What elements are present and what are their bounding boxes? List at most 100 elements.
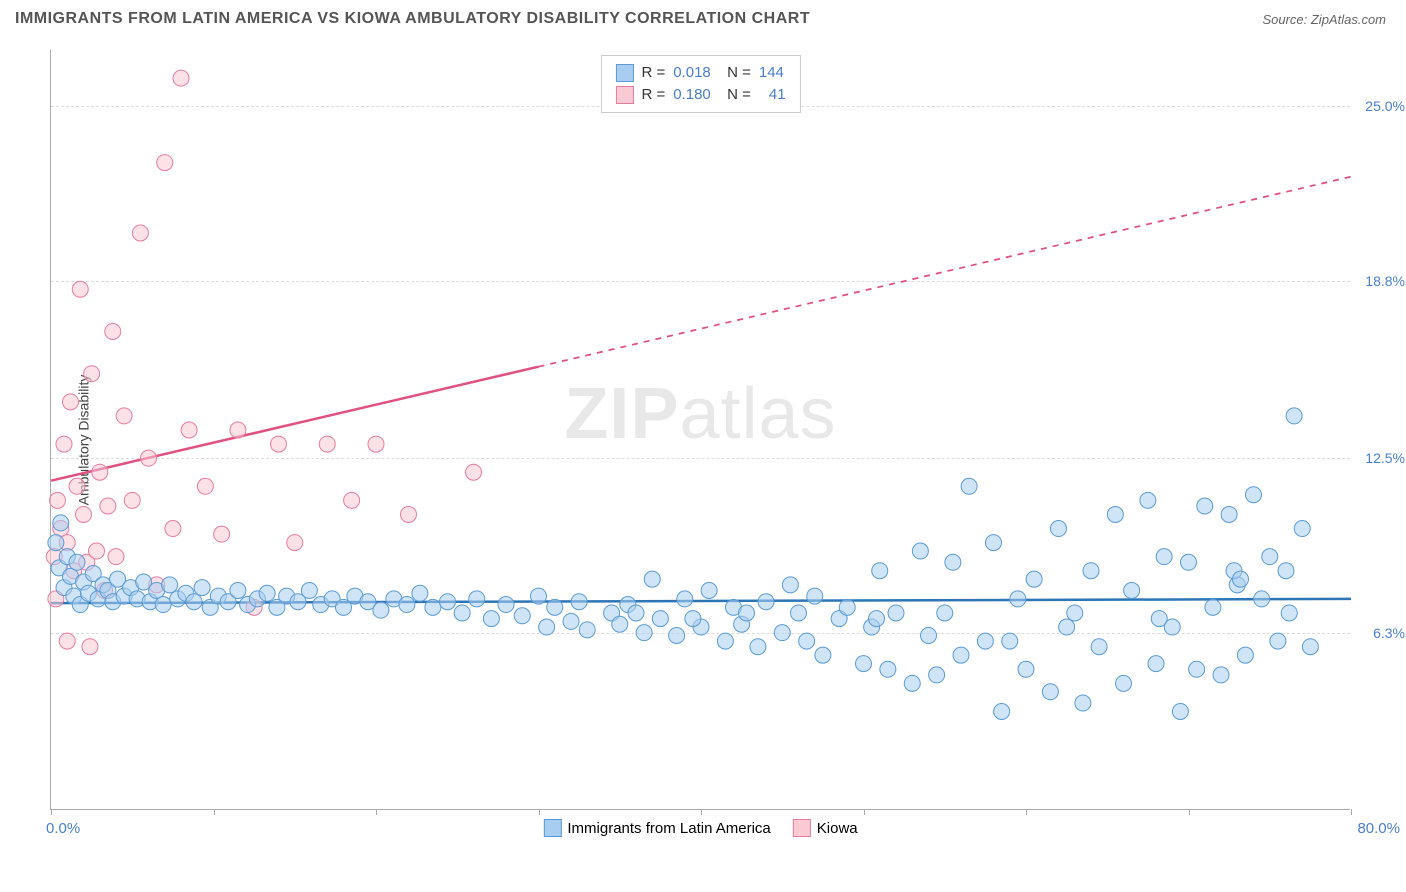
scatter-point (1233, 571, 1249, 587)
scatter-point (1156, 549, 1172, 565)
scatter-point (100, 498, 116, 514)
scatter-point (132, 225, 148, 241)
scatter-point (782, 577, 798, 593)
scatter-points-blue (48, 408, 1319, 720)
scatter-point (986, 535, 1002, 551)
scatter-point (186, 594, 202, 610)
scatter-point (1205, 599, 1221, 615)
scatter-point (173, 70, 189, 86)
scatter-point (1010, 591, 1026, 607)
scatter-point (904, 675, 920, 691)
scatter-point (155, 597, 171, 613)
scatter-point (1140, 492, 1156, 508)
scatter-point (1281, 605, 1297, 621)
scatter-points-pink (46, 70, 481, 655)
scatter-point (912, 543, 928, 559)
x-min-label: 0.0% (46, 820, 80, 837)
scatter-point (76, 506, 92, 522)
scatter-point (1254, 591, 1270, 607)
scatter-point (1067, 605, 1083, 621)
scatter-point (401, 506, 417, 522)
y-tick-label: 6.3% (1373, 625, 1405, 641)
scatter-point (1083, 563, 1099, 579)
scatter-point (230, 582, 246, 598)
scatter-point (1221, 506, 1237, 522)
scatter-point (807, 588, 823, 604)
scatter-point (717, 633, 733, 649)
scatter-point (1124, 582, 1140, 598)
scatter-point (1246, 487, 1262, 503)
scatter-point (1002, 633, 1018, 649)
plot-area: ZIPatlas 6.3%12.5%18.8%25.0% R = 0.018 N… (50, 50, 1350, 810)
plot-svg (51, 50, 1351, 810)
scatter-point (301, 582, 317, 598)
legend-r-label: R = (641, 62, 665, 84)
scatter-point (628, 605, 644, 621)
scatter-point (1151, 611, 1167, 627)
scatter-point (53, 515, 69, 531)
scatter-point (750, 639, 766, 655)
legend-n-blue: 144 (759, 62, 784, 84)
trend-line-pink (51, 177, 1351, 481)
scatter-point (1270, 633, 1286, 649)
legend-swatch-blue-2 (543, 819, 561, 837)
scatter-point (514, 608, 530, 624)
scatter-point (636, 625, 652, 641)
chart-header: IMMIGRANTS FROM LATIN AMERICA VS KIOWA A… (0, 0, 1406, 33)
scatter-point (344, 492, 360, 508)
legend-r-pink: 0.180 (673, 84, 711, 106)
scatter-point (1051, 521, 1067, 537)
scatter-point (89, 543, 105, 559)
scatter-point (579, 622, 595, 638)
scatter-point (1042, 684, 1058, 700)
scatter-point (839, 599, 855, 615)
scatter-point (739, 605, 755, 621)
scatter-point (162, 577, 178, 593)
scatter-point (498, 597, 514, 613)
scatter-point (412, 585, 428, 601)
scatter-point (1262, 549, 1278, 565)
scatter-point (856, 656, 872, 672)
scatter-point (105, 323, 121, 339)
series-label-blue: Immigrants from Latin America (567, 820, 770, 837)
legend-swatch-pink (615, 86, 633, 104)
scatter-point (1107, 506, 1123, 522)
scatter-point (1148, 656, 1164, 672)
scatter-point (92, 464, 108, 480)
scatter-point (1278, 563, 1294, 579)
x-max-label: 80.0% (1357, 820, 1400, 837)
legend-row-pink: R = 0.180 N = 41 (615, 84, 785, 106)
legend-r-blue: 0.018 (673, 62, 711, 84)
scatter-point (888, 605, 904, 621)
scatter-point (701, 582, 717, 598)
scatter-point (1059, 619, 1075, 635)
scatter-point (108, 549, 124, 565)
scatter-point (1197, 498, 1213, 514)
scatter-point (994, 703, 1010, 719)
scatter-point (1237, 647, 1253, 663)
scatter-point (669, 627, 685, 643)
scatter-point (1091, 639, 1107, 655)
correlation-legend: R = 0.018 N = 144 R = 0.180 N = 41 (600, 55, 800, 113)
scatter-point (141, 450, 157, 466)
scatter-point (483, 611, 499, 627)
scatter-point (194, 580, 210, 596)
legend-swatch-blue (615, 64, 633, 82)
scatter-point (945, 554, 961, 570)
scatter-point (181, 422, 197, 438)
legend-swatch-pink-2 (793, 819, 811, 837)
scatter-point (872, 563, 888, 579)
y-tick-label: 12.5% (1365, 450, 1405, 466)
scatter-point (1213, 667, 1229, 683)
scatter-point (425, 599, 441, 615)
y-tick-label: 18.8% (1365, 273, 1405, 289)
scatter-point (685, 611, 701, 627)
scatter-point (961, 478, 977, 494)
scatter-point (815, 647, 831, 663)
scatter-point (652, 611, 668, 627)
scatter-point (157, 155, 173, 171)
scatter-point (929, 667, 945, 683)
scatter-point (59, 633, 75, 649)
scatter-point (1189, 661, 1205, 677)
scatter-point (758, 594, 774, 610)
